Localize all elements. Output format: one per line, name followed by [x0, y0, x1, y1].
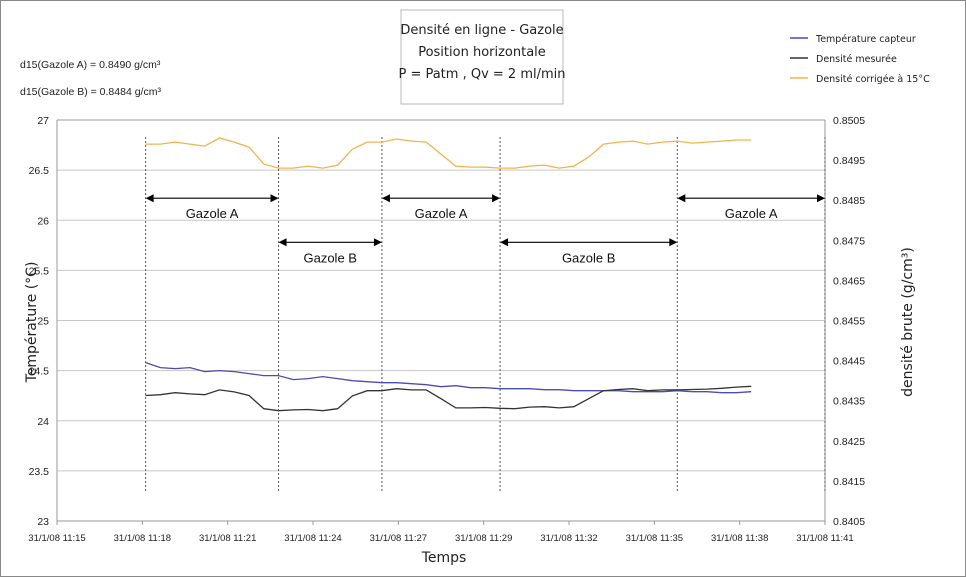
x-tick-label: 31/1/08 11:29: [455, 533, 512, 544]
y-tick-label-right: 0.8485: [833, 195, 865, 207]
y-tick-label-right: 0.8465: [833, 275, 865, 287]
y-tick-label-right: 0.8435: [833, 396, 865, 408]
y-tick-label-left: 24.5: [29, 366, 50, 378]
series-line-1: [145, 361, 752, 394]
segment-label: Gazole B: [562, 250, 615, 265]
x-tick-label: 31/1/08 11:35: [626, 533, 683, 544]
title-box-border: [400, 9, 564, 105]
y-tick-label-left: 26.5: [29, 165, 50, 177]
segment-arrowhead-right: [270, 194, 279, 203]
segment-label: Gazole A: [186, 206, 239, 221]
y-tick-label-right: 0.8405: [833, 516, 865, 528]
boundary-lines: [145, 137, 826, 493]
note-gazole-b: d15(Gazole B) = 0.8484 g/cm³: [20, 86, 161, 98]
legend-label: Densité mesurée: [816, 54, 897, 65]
x-tick-label: 31/1/08 11:24: [284, 533, 341, 544]
y-tick-label-left: 25: [37, 316, 49, 328]
segment-arrowhead-left: [381, 194, 390, 203]
gridlines: [57, 169, 825, 472]
x-tick-label: 31/1/08 11:18: [114, 533, 171, 544]
segment-annotations: Gazole A Gazole B Gazole A Gazole B Gazole A: [145, 194, 825, 265]
segment-label: Gazole B: [303, 250, 356, 265]
legend-label: Densité corrigée à 15°C: [816, 74, 930, 85]
axes: 23 23.5 24 24.5 25 25.5 26 26.5 27 0.8405 0.8415 0.…: [28, 115, 865, 544]
y-tick-label-right: 0.8445: [833, 356, 865, 368]
segment-arrowhead-left: [278, 238, 287, 247]
x-axis-label: Temps: [421, 550, 467, 566]
y-tick-label-left: 27: [37, 115, 49, 127]
x-tick-label: 31/1/08 11:27: [370, 533, 427, 544]
segment-label: Gazole A: [415, 206, 468, 221]
y-tick-label-right: 0.8415: [833, 476, 865, 488]
y-axis-label-right: densité brute (g/cm³): [900, 247, 916, 397]
segment-arrowhead-right: [817, 194, 825, 203]
series-lines: [145, 137, 752, 412]
y-axis-label-left: Température (°C): [24, 262, 40, 384]
segment-arrowhead-right: [373, 238, 382, 247]
x-tick-label: 31/1/08 11:21: [199, 533, 256, 544]
chart-title-line-2: Position horizontale: [418, 45, 546, 60]
segment-arrowhead-left: [500, 238, 509, 247]
x-tick-label: 31/1/08 11:32: [540, 533, 597, 544]
series-line-3: [145, 137, 752, 169]
density-notes: d15(Gazole A) = 0.8490 g/cm³ d15(Gazole …: [20, 59, 161, 98]
x-tick-label: 31/1/08 11:38: [711, 533, 768, 544]
segment-arrowhead-right: [492, 194, 501, 203]
legend: Température capteur Densité mesurée Densit…: [790, 34, 930, 85]
segment-arrowhead-right: [669, 238, 678, 247]
y-tick-label-left: 23: [37, 516, 49, 528]
y-tick-label-left: 26: [37, 215, 49, 227]
segment-arrowhead-left: [677, 194, 686, 203]
series-line-2: [145, 385, 752, 412]
y-tick-label-left: 24: [37, 416, 49, 428]
y-tick-label-right: 0.8475: [833, 235, 865, 247]
y-tick-label-right: 0.8425: [833, 436, 865, 448]
y-tick-label-right: 0.8505: [833, 115, 865, 127]
title-box: Densité en ligne - Gazole Position horiz…: [398, 9, 566, 105]
segment-arrowhead-left: [145, 194, 154, 203]
segment-label: Gazole A: [725, 206, 778, 221]
x-tick-label: 31/1/08 11:41: [796, 533, 853, 544]
y-tick-label-left: 23.5: [29, 466, 50, 478]
y-tick-label-right: 0.8495: [833, 155, 865, 167]
chart-title-line-1: Densité en ligne - Gazole: [400, 23, 563, 38]
legend-label: Température capteur: [815, 34, 916, 45]
y-tick-label-right: 0.8455: [833, 316, 865, 328]
chart-title-line-3: P = Patm , Qv = 2 ml/min: [398, 67, 565, 82]
note-gazole-a: d15(Gazole A) = 0.8490 g/cm³: [20, 59, 161, 71]
y-tick-label-left: 25.5: [29, 265, 50, 277]
x-tick-label: 31/1/08 11:15: [28, 533, 85, 544]
